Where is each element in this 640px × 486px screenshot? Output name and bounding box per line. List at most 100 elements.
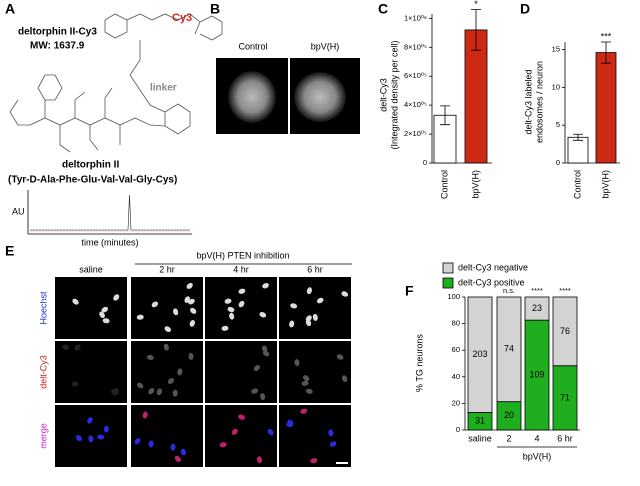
count-label: 23 xyxy=(532,303,542,313)
hplc-y-label: AU xyxy=(12,206,25,216)
y-tick-label: 0 xyxy=(556,158,560,167)
y-tick-label: 100 xyxy=(447,292,460,301)
cell-nucleus xyxy=(163,343,169,351)
cell-nucleus xyxy=(229,312,235,320)
cell-nucleus xyxy=(262,283,269,289)
y-tick-label: 1×10⁰⁶ xyxy=(404,13,427,22)
cell-nucleus xyxy=(260,393,266,401)
count-label: 20 xyxy=(504,410,514,420)
bar-segment xyxy=(496,401,522,431)
panel-letter: B xyxy=(210,1,220,17)
cell-nucleus xyxy=(227,306,235,313)
y-tick-label: 15 xyxy=(552,45,560,54)
cell-nucleus xyxy=(238,300,245,308)
cell-nucleus xyxy=(329,441,337,447)
row-label: merge xyxy=(38,423,48,449)
column-label: saline xyxy=(79,264,103,274)
cell-nucleus xyxy=(151,301,159,308)
cell-nucleus xyxy=(301,380,309,386)
panel-letter: D xyxy=(520,1,530,17)
cell-nucleus xyxy=(259,312,267,318)
cell-nucleus xyxy=(88,435,94,443)
y-tick-label: 40 xyxy=(452,372,460,381)
chemical-structure xyxy=(9,13,223,153)
cell-nucleus xyxy=(167,377,175,384)
panel-letter: F xyxy=(405,283,414,299)
cell-nucleus xyxy=(341,291,349,297)
linker-label: linker xyxy=(150,83,177,94)
panel-letter: A xyxy=(5,1,15,17)
x-tick-label: saline xyxy=(468,433,492,443)
cell xyxy=(228,71,276,123)
cell-nucleus xyxy=(97,434,105,440)
cell-nucleus xyxy=(174,455,181,463)
cell-nucleus xyxy=(219,442,227,448)
cell-nucleus xyxy=(305,319,312,327)
micrograph xyxy=(131,405,203,467)
cell-nucleus xyxy=(287,419,294,426)
row-label: Hoechst xyxy=(38,291,48,325)
micrograph xyxy=(279,405,351,467)
cell-nucleus xyxy=(164,326,172,333)
cell-nucleus xyxy=(101,306,109,313)
micrograph xyxy=(279,277,351,339)
cell-nucleus xyxy=(111,389,118,396)
cell-nucleus xyxy=(231,428,238,435)
x-tick-label: bpV(H) xyxy=(600,170,610,199)
bar xyxy=(595,52,617,164)
cell-nucleus xyxy=(99,311,105,319)
cell-nucleus xyxy=(136,314,144,320)
cell-nucleus xyxy=(62,344,69,350)
cell-nucleus xyxy=(75,435,83,442)
error-bar xyxy=(573,133,583,141)
cell-nucleus xyxy=(316,297,324,304)
bar xyxy=(567,136,589,164)
legend-label: delt-Cy3 positive xyxy=(458,277,525,287)
x-tick-label: Control xyxy=(572,170,582,199)
cell-nucleus xyxy=(142,411,148,419)
cell-nucleus xyxy=(294,359,300,367)
cell-nucleus xyxy=(74,344,81,351)
cell-nucleus xyxy=(148,440,154,448)
cell-nucleus xyxy=(290,303,298,309)
cell-nucleus xyxy=(87,417,93,424)
count-label: 76 xyxy=(560,326,570,336)
cell-nucleus xyxy=(261,345,268,353)
compound-title: deltorphin II-Cy3 xyxy=(18,27,97,38)
y-axis-label: endosomes / neuron xyxy=(534,61,544,143)
cell-nucleus xyxy=(136,382,144,389)
cell-nucleus xyxy=(238,414,245,420)
count-label: 74 xyxy=(504,344,514,354)
cell-nucleus xyxy=(71,381,79,387)
x-tick-label: 2 xyxy=(506,433,511,443)
y-tick-label: 20 xyxy=(452,398,460,407)
significance: **** xyxy=(531,286,543,295)
cell-nucleus xyxy=(148,388,155,395)
cell-nucleus xyxy=(267,429,274,436)
x-tick-label: 6 hr xyxy=(557,433,573,443)
bar-segment xyxy=(524,296,550,321)
cell-nucleus xyxy=(72,298,79,305)
micrograph xyxy=(131,341,203,403)
image-label: bpV(H) xyxy=(311,41,340,51)
significance: * xyxy=(474,0,478,9)
cell-nucleus xyxy=(224,298,232,304)
micrograph xyxy=(55,277,127,339)
cell-nucleus xyxy=(300,408,308,414)
cell-nucleus xyxy=(190,307,197,314)
image-grid xyxy=(55,277,351,467)
cell-nucleus xyxy=(310,458,318,464)
count-label: 109 xyxy=(529,369,544,379)
cell-nucleus xyxy=(336,354,344,360)
bar-segment xyxy=(524,319,550,431)
y-tick-label: 6×10⁰⁵ xyxy=(404,71,427,80)
x-tick-label: bpV(H) xyxy=(470,170,480,199)
cell-nucleus xyxy=(172,389,178,397)
micrograph xyxy=(205,405,277,467)
cell-nucleus xyxy=(170,443,176,451)
y-tick-label: 80 xyxy=(452,319,460,328)
cell-nucleus xyxy=(186,282,193,289)
bar-segment xyxy=(467,296,493,413)
y-tick-label: 0 xyxy=(456,425,460,434)
